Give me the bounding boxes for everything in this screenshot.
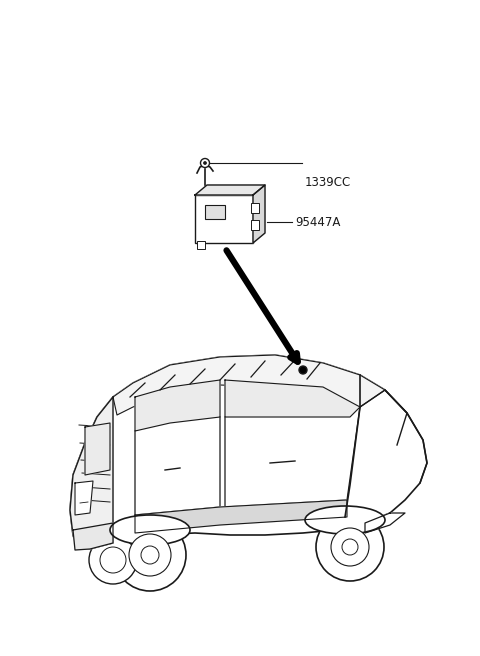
Polygon shape	[135, 380, 220, 431]
Polygon shape	[365, 513, 405, 533]
Polygon shape	[70, 355, 427, 549]
Ellipse shape	[331, 528, 369, 566]
Polygon shape	[195, 185, 265, 195]
Ellipse shape	[89, 536, 137, 584]
Ellipse shape	[114, 519, 186, 591]
Circle shape	[201, 159, 209, 167]
Ellipse shape	[316, 513, 384, 581]
Text: 95447A: 95447A	[295, 216, 340, 228]
Bar	[195, 195, 253, 243]
Text: 1339CC: 1339CC	[305, 176, 351, 188]
Ellipse shape	[305, 506, 385, 534]
Polygon shape	[73, 523, 113, 550]
Polygon shape	[113, 355, 385, 415]
Bar	[251, 203, 259, 213]
Circle shape	[299, 366, 307, 374]
Bar	[205, 205, 225, 219]
Bar	[251, 220, 259, 230]
Bar	[197, 241, 205, 249]
Ellipse shape	[100, 547, 126, 573]
Polygon shape	[70, 397, 113, 549]
Ellipse shape	[129, 534, 171, 576]
Polygon shape	[75, 481, 93, 515]
Polygon shape	[225, 380, 360, 417]
Circle shape	[204, 161, 206, 165]
Ellipse shape	[342, 539, 358, 555]
Polygon shape	[135, 500, 347, 533]
Ellipse shape	[141, 546, 159, 564]
Polygon shape	[253, 185, 265, 243]
Ellipse shape	[110, 515, 190, 545]
Polygon shape	[85, 423, 110, 475]
